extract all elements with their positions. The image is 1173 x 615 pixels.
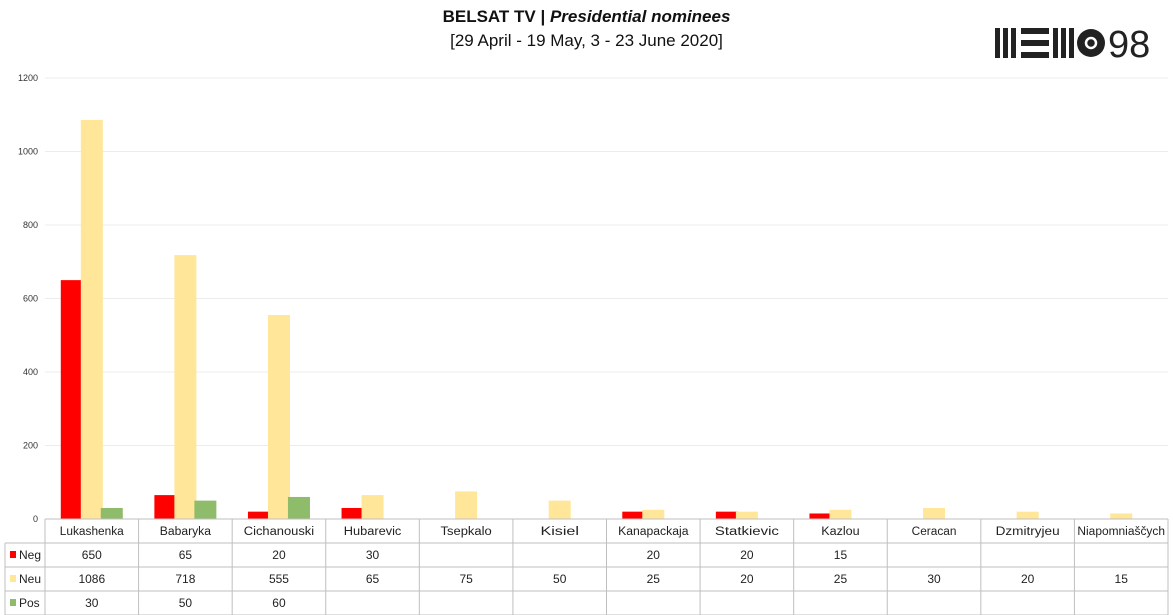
legend-swatch-pos	[10, 599, 16, 606]
bar-neu-kanapackaja	[642, 509, 665, 519]
data-cell: 60	[272, 596, 286, 610]
category-label: Dzmitryjeu	[996, 526, 1060, 538]
category-label: Statkievic	[715, 526, 779, 538]
bar-pos-babaryka	[194, 500, 217, 519]
logo-text: 98	[1108, 24, 1150, 66]
legend-swatch-neu	[10, 575, 16, 582]
legend-label-neg: Neg	[19, 548, 41, 562]
memo98-logo: 98	[995, 24, 1150, 66]
bar-neu-dzmitryjeu	[1016, 511, 1039, 519]
chart-subtitle: [29 April - 19 May, 3 - 23 June 2020]	[450, 31, 723, 50]
data-cell: 50	[553, 572, 567, 586]
data-cell: 65	[366, 572, 380, 586]
category-label: Tsepkalo	[441, 526, 492, 538]
data-cell: 25	[834, 572, 848, 586]
bar-neu-kazlou	[829, 509, 852, 519]
data-cell: 65	[179, 548, 193, 562]
bar-neg-babaryka	[154, 495, 177, 519]
data-cell: 718	[175, 572, 195, 586]
category-label: Babaryka	[160, 526, 212, 538]
bar-neu-hubarevic	[361, 495, 384, 519]
title-italic-part: Presidential nominees	[549, 7, 731, 26]
gridlines	[45, 77, 1168, 520]
data-cell: 20	[647, 548, 661, 562]
chart-title-block: BELSAT TV | Presidential nominees [29 Ap…	[0, 5, 1173, 53]
bar-neg-kazlou	[809, 513, 832, 519]
category-label: Kazlou	[821, 526, 859, 538]
data-cell: 20	[1021, 572, 1035, 586]
bar-neu-kisiel	[548, 500, 571, 519]
bars	[60, 119, 1133, 520]
bar-pos-lukashenka	[100, 507, 123, 519]
category-label: Cichanouski	[244, 526, 314, 538]
legend-label-neu: Neu	[19, 572, 41, 586]
category-label: Lukashenka	[60, 526, 125, 538]
bar-neg-kanapackaja	[622, 511, 645, 519]
data-cell: 75	[459, 572, 473, 586]
category-label: Kisiel	[541, 526, 579, 538]
bar-neg-lukashenka	[60, 280, 83, 519]
data-cell: 20	[740, 572, 754, 586]
category-label: Hubarevic	[344, 526, 402, 538]
data-cell: 50	[179, 596, 193, 610]
data-cell: 15	[1115, 572, 1129, 586]
bar-pos-cichanouski	[287, 496, 310, 519]
data-cell: 20	[740, 548, 754, 562]
category-label: Niapomniaščych	[1077, 526, 1165, 538]
data-cell: 15	[834, 548, 848, 562]
bar-neu-niapomniaščych	[1110, 513, 1133, 519]
bar-neg-hubarevic	[341, 507, 364, 519]
data-cell: 30	[927, 572, 941, 586]
data-cell: 555	[269, 572, 289, 586]
y-tick-label: 200	[23, 441, 38, 451]
category-label: Kanapackaja	[618, 526, 689, 538]
data-cell: 30	[366, 548, 380, 562]
chart-title: BELSAT TV | Presidential nominees	[0, 5, 1173, 29]
data-cell: 30	[85, 596, 99, 610]
bar-neu-cichanouski	[267, 315, 290, 519]
data-cell: 650	[82, 548, 102, 562]
data-cell: 20	[272, 548, 286, 562]
bar-neu-tsepkalo	[455, 491, 478, 519]
data-table: Lukashenka Babaryka Cichanouski Hubarevic Ts…	[4, 518, 1169, 615]
legend-swatch-neg	[10, 551, 16, 558]
bar-neg-cichanouski	[247, 511, 270, 519]
bar-neu-lukashenka	[80, 119, 103, 520]
title-bold-part: BELSAT TV |	[442, 7, 550, 26]
y-axis-ticks: 0 200 400 600 800 1000 1200	[18, 73, 38, 524]
category-label: Ceracan	[912, 526, 957, 538]
bar-neg-statkievic	[715, 511, 738, 519]
y-tick-label: 0	[33, 514, 38, 524]
y-tick-label: 400	[23, 367, 38, 377]
legend-label-pos: Pos	[19, 596, 40, 610]
bar-neu-babaryka	[174, 255, 197, 519]
y-tick-label: 1200	[18, 73, 38, 83]
data-cell: 1086	[78, 572, 105, 586]
bar-neu-statkievic	[735, 511, 758, 519]
data-cell: 25	[647, 572, 661, 586]
y-tick-label: 1000	[18, 147, 38, 157]
y-tick-label: 600	[23, 294, 38, 304]
y-tick-label: 800	[23, 220, 38, 230]
bar-neu-ceracan	[923, 507, 946, 519]
